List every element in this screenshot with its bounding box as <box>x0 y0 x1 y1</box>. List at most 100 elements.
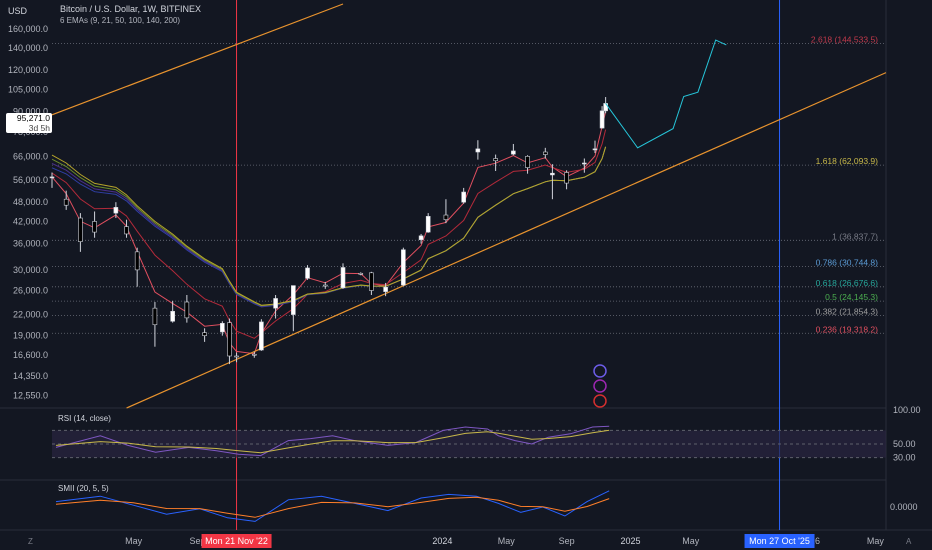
candle-body <box>525 156 530 168</box>
candle-body <box>582 162 587 165</box>
candle-body <box>443 214 449 221</box>
projection-path <box>605 39 727 149</box>
time-tick-label: 2025 <box>620 536 640 546</box>
price-tick-label: 160,000.0 <box>8 24 48 34</box>
candle-body <box>78 217 83 242</box>
rsi-ma-line <box>55 429 610 454</box>
candle-body <box>291 285 296 315</box>
left-date-marker: Mon 21 Nov '22 <box>201 534 272 548</box>
fib-level-label: 1 (36,837.7) <box>832 231 878 241</box>
timezone-icon: Z <box>28 537 33 546</box>
candle-body <box>49 176 55 179</box>
last-price-value: 95,271.0 <box>16 113 50 123</box>
price-tick-label: 90,000.0 <box>13 107 48 117</box>
candle-body <box>220 323 225 333</box>
right-date-marker: Mon 27 Oct '25 <box>744 534 815 548</box>
price-tick-label: 48,000.0 <box>13 197 48 207</box>
price-tick-label: 105,000.0 <box>8 84 48 94</box>
event-icon <box>593 379 607 393</box>
candle-body <box>543 151 548 155</box>
price-tick-label: 19,000.0 <box>13 331 48 341</box>
marker-badge-text: Mon 27 Oct '25 <box>749 536 810 546</box>
rsi-axis-label: 50.00 <box>893 439 916 449</box>
candle-body <box>305 267 310 279</box>
candle-body <box>599 110 605 129</box>
candle-body <box>259 321 264 351</box>
candle-body <box>124 226 129 235</box>
candle-body <box>425 216 431 233</box>
candle-body <box>134 251 140 271</box>
event-icon <box>593 364 607 378</box>
trendline <box>51 3 344 116</box>
price-tick-label: 12,550.0 <box>13 390 48 400</box>
candle-body <box>475 148 481 153</box>
candle-body <box>63 198 69 206</box>
candle-body <box>401 249 406 286</box>
ema-line <box>51 129 607 339</box>
fib-level-label: 0.382 (21,854.3) <box>816 307 879 317</box>
price-tick-label: 42,000.0 <box>13 216 48 226</box>
price-tick-label: 66,000.0 <box>13 151 48 161</box>
candle-body <box>340 267 346 289</box>
candle-body <box>184 301 190 319</box>
marker-badge-bg <box>201 534 272 548</box>
candle-body <box>273 298 278 309</box>
smii-signal-line <box>55 496 610 518</box>
candle-body <box>511 150 516 155</box>
rsi-line <box>55 425 610 457</box>
rsi-axis-label: 30.00 <box>893 453 916 463</box>
candle-body <box>113 207 119 214</box>
rsi-axis-label: 100.00 <box>893 405 921 415</box>
smii-label[interactable]: SMII (20, 5, 5) <box>58 484 109 493</box>
marker-badge-text: Mon 21 Nov '22 <box>205 536 268 546</box>
candle-body <box>592 148 598 151</box>
smii-axis-label: 0.0000 <box>890 502 918 512</box>
time-tick-label: May <box>867 536 885 546</box>
price-tick-label: 140,000.0 <box>8 43 48 53</box>
candle-body <box>369 272 374 291</box>
fib-level-label: 0.618 (26,676.6) <box>816 278 879 288</box>
price-tick-label: 120,000.0 <box>8 65 48 75</box>
fib-level-label: 0.5 (24,145.3) <box>825 292 878 302</box>
candle-body <box>383 286 388 292</box>
time-tick-label: May <box>125 536 143 546</box>
bar-countdown: 3d 5h <box>28 123 50 133</box>
indicator-legend[interactable]: 6 EMAs (9, 21, 50, 100, 140, 200) <box>60 16 181 25</box>
candle-body <box>234 355 239 358</box>
marker-badge-bg <box>744 534 815 548</box>
candle-body <box>92 221 97 233</box>
currency-label[interactable]: USD <box>8 6 28 16</box>
fib-level-label: 2.618 (144,533.5) <box>811 34 878 44</box>
last-price-tag: 95,271.0 3d 5h <box>6 113 52 133</box>
candle-body <box>358 272 364 275</box>
time-tick-label: May <box>682 536 700 546</box>
rsi-label[interactable]: RSI (14, close) <box>58 414 111 423</box>
price-tick-label: 22,000.0 <box>13 310 48 320</box>
price-tick-label: 16,600.0 <box>13 350 48 360</box>
candle-body <box>550 172 555 176</box>
price-tick-label: 36,000.0 <box>13 239 48 249</box>
ema-line <box>51 146 607 306</box>
time-tick-label: 2024 <box>432 536 452 546</box>
candle-body <box>493 158 498 162</box>
price-tick-label: 30,000.0 <box>13 265 48 275</box>
price-tick-label: 26,000.0 <box>13 285 48 295</box>
chart-title: Bitcoin / U.S. Dollar, 1W, BITFINEX <box>60 4 202 14</box>
candle-body <box>322 284 328 287</box>
auto-scale-icon: A <box>906 537 912 546</box>
candle-body <box>227 322 232 357</box>
candle-body <box>564 172 569 184</box>
event-icon <box>593 394 607 408</box>
ema-line <box>51 111 607 355</box>
time-tick-label: 26 <box>810 536 820 546</box>
smii-line <box>55 490 610 522</box>
candle-body <box>461 191 466 203</box>
fib-level-label: 1.618 (62,093.9) <box>816 156 879 166</box>
time-tick-label: Sep <box>559 536 575 546</box>
time-tick-label: May <box>498 536 516 546</box>
time-tick-label: Sep <box>189 536 205 546</box>
fib-level-label: 0.236 (19,318.2) <box>816 324 879 334</box>
trendline <box>126 72 887 409</box>
price-tick-label: 56,000.0 <box>13 175 48 185</box>
